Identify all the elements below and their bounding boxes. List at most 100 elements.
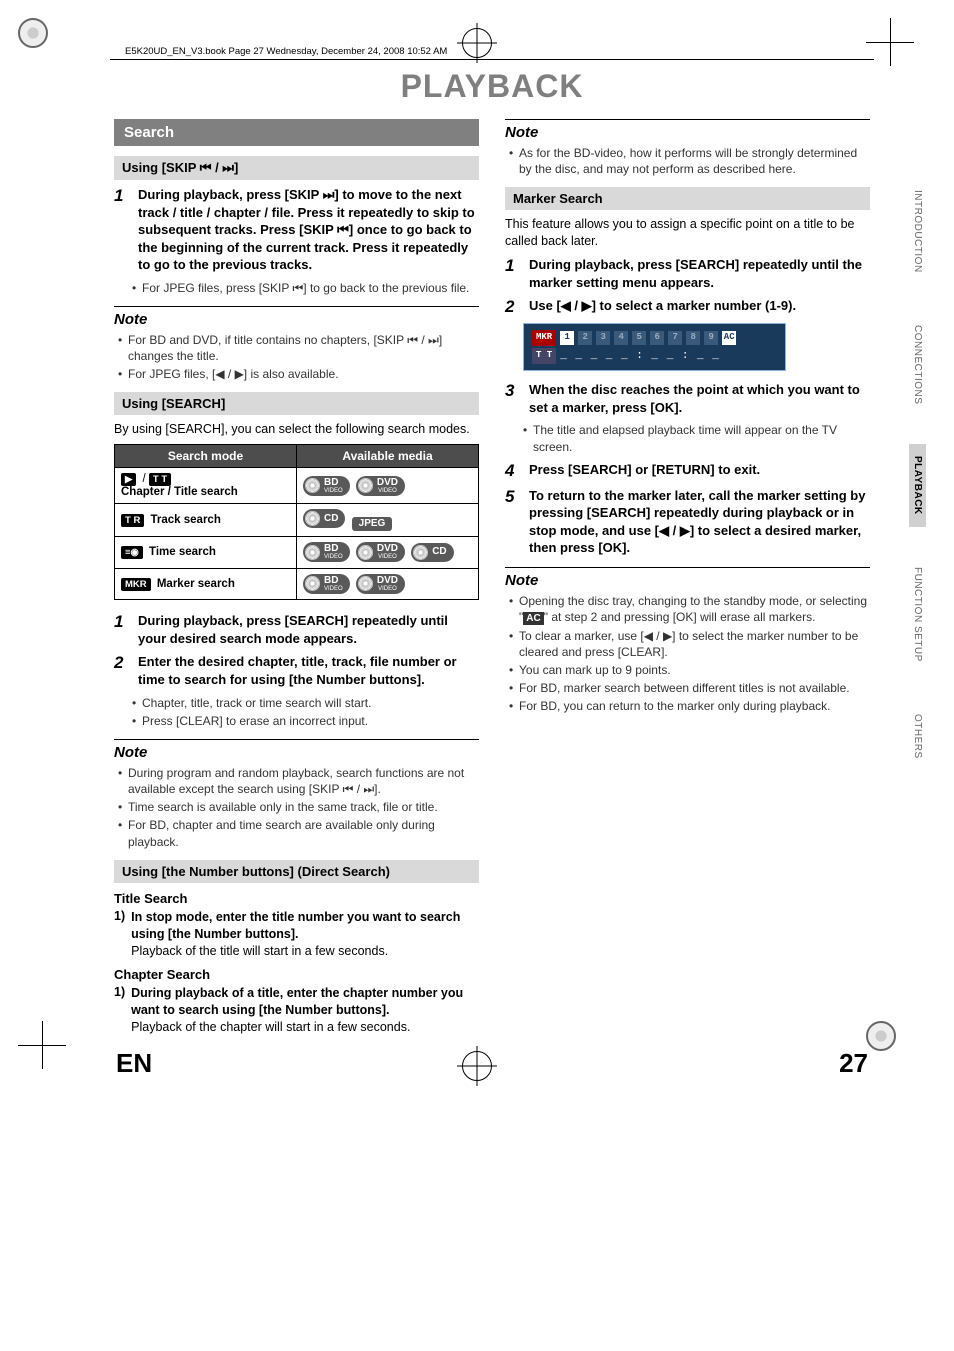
marker-intro: This feature allows you to assign a spec… — [505, 216, 870, 250]
marker-slot: 6 — [650, 331, 664, 345]
skip-step-1: During playback, press [SKIP ⏭] to move … — [138, 186, 479, 274]
step-number: 1 — [114, 186, 132, 274]
crop-circle-br — [866, 1021, 896, 1051]
marker-step-2: Use [◀ / ▶] to select a marker number (1… — [529, 297, 870, 317]
table-row: T R Track search CD JPEG — [115, 504, 479, 537]
mode-icon-play: ▶ — [121, 473, 136, 486]
row3-name: Time search — [149, 546, 216, 558]
row4-name: Marker search — [157, 578, 235, 590]
right-note1-b1: As for the BD-video, how it performs wil… — [509, 145, 870, 177]
note2-bullet-2: Time search is available only in the sam… — [118, 799, 479, 815]
search-step2-b2: Press [CLEAR] to erase an incorrect inpu… — [132, 713, 479, 729]
item-number: 1) — [114, 985, 125, 1036]
registration-bottom — [462, 1051, 492, 1081]
marker-slot-1: 1 — [560, 331, 574, 345]
footer-page-number: 27 — [839, 1048, 868, 1079]
chapter-search-heading: Chapter Search — [114, 967, 479, 982]
mkr-tag: MKR — [532, 330, 556, 346]
marker-slot: 9 — [704, 331, 718, 345]
search-step-2: Enter the desired chapter, title, track,… — [138, 653, 479, 688]
mode-label-tr: T R — [121, 514, 144, 527]
item-number: 1) — [114, 909, 125, 960]
mode-icon-time: ≡◉ — [121, 546, 143, 559]
mode-label-tt: T T — [149, 473, 171, 486]
tab-connections[interactable]: CONNECTIONS — [909, 313, 926, 416]
tab-others[interactable]: OTHERS — [909, 702, 926, 771]
subhead-using-number: Using [the Number buttons] (Direct Searc… — [114, 860, 479, 883]
step-number: 3 — [505, 381, 523, 416]
step-number: 4 — [505, 461, 523, 481]
right-note2-b5: For BD, you can return to the marker onl… — [509, 698, 870, 714]
marker-slot: 4 — [614, 331, 628, 345]
tab-playback[interactable]: PLAYBACK — [909, 444, 926, 527]
subhead-using-search: Using [SEARCH] — [114, 392, 479, 415]
step-number: 1 — [505, 256, 523, 291]
note2-bullet-1: During program and random playback, sear… — [118, 765, 479, 797]
note1-bullet-2: For JPEG files, [◀ / ▶] is also availabl… — [118, 366, 479, 382]
row1-name: Chapter / Title search — [121, 486, 238, 498]
marker-step-3: When the disc reaches the point at which… — [529, 381, 870, 416]
step-number: 2 — [114, 653, 132, 688]
search-step2-b1: Chapter, title, track or time search wil… — [132, 695, 479, 711]
using-search-text: By using [SEARCH], you can select the fo… — [114, 421, 479, 438]
tab-function-setup[interactable]: FUNCTION SETUP — [909, 555, 926, 674]
badge-cd: CD — [411, 543, 453, 562]
right-note2-b3: You can mark up to 9 points. — [509, 662, 870, 678]
step-number: 2 — [505, 297, 523, 317]
skip-step1-bullet: For JPEG files, press [SKIP ⏮] to go bac… — [132, 280, 479, 296]
row2-name: Track search — [151, 514, 221, 526]
marker-step-4: Press [SEARCH] or [RETURN] to exit. — [529, 461, 870, 481]
search-step-1: During playback, press [SEARCH] repeated… — [138, 612, 479, 647]
right-note2-b4: For BD, marker search between different … — [509, 680, 870, 696]
note-heading-2: Note — [114, 739, 479, 761]
marker-step3-bullet: The title and elapsed playback time will… — [523, 422, 870, 454]
ac-badge: AC — [523, 612, 543, 625]
crop-circle-tl — [18, 18, 48, 48]
search-modes-table: Search mode Available media ▶ / T T Chap… — [114, 444, 479, 600]
note1-bullet-1: For BD and DVD, if title contains no cha… — [118, 332, 479, 364]
mode-label-mkr: MKR — [121, 578, 151, 591]
badge-jpeg: JPEG — [352, 517, 393, 531]
marker-slot: 7 — [668, 331, 682, 345]
note-heading-1: Note — [114, 306, 479, 328]
section-search: Search — [114, 119, 479, 146]
table-row: MKR Marker search BDVIDEO DVDVIDEO — [115, 568, 479, 600]
marker-osd-display: MKR 1 2 3 4 5 6 7 8 9 AC T T _ _ _ _ _ :… — [523, 323, 786, 371]
marker-slot-ac: AC — [722, 331, 736, 345]
marker-step-1: During playback, press [SEARCH] repeated… — [529, 256, 870, 291]
marker-step-5: To return to the marker later, call the … — [529, 487, 870, 557]
marker-slot: 3 — [596, 331, 610, 345]
badge-bd: BDVIDEO — [303, 574, 350, 594]
chapter-search-1: During playback of a title, enter the ch… — [131, 985, 479, 1036]
th-search-mode: Search mode — [115, 445, 297, 468]
marker-slot: 5 — [632, 331, 646, 345]
note2-bullet-3: For BD, chapter and time search are avai… — [118, 817, 479, 849]
note-heading-r1: Note — [505, 119, 870, 141]
right-note2-b1: Opening the disc tray, changing to the s… — [509, 593, 870, 626]
marker-time: _ _ _ _ _ : _ _ : _ _ — [560, 348, 720, 365]
title-search-1: In stop mode, enter the title number you… — [131, 909, 479, 960]
title-search-heading: Title Search — [114, 891, 479, 906]
note-heading-r2: Note — [505, 567, 870, 589]
subhead-using-skip: Using [SKIP ⏮ / ⏭] — [114, 156, 479, 180]
tt-tag: T T — [532, 348, 556, 364]
step-number: 5 — [505, 487, 523, 557]
page-title: PLAYBACK — [90, 68, 894, 105]
badge-bd: BDVIDEO — [303, 476, 350, 496]
crop-cross-bl — [18, 1021, 66, 1069]
table-row: ▶ / T T Chapter / Title search BDVIDEO D… — [115, 468, 479, 504]
page-meta: E5K20UD_EN_V3.book Page 27 Wednesday, De… — [125, 46, 447, 57]
step-number: 1 — [114, 612, 132, 647]
right-note2-b2: To clear a marker, use [◀ / ▶] to select… — [509, 628, 870, 660]
table-row: ≡◉ Time search BDVIDEO DVDVIDEO CD — [115, 537, 479, 569]
th-available-media: Available media — [297, 445, 479, 468]
subhead-marker-search: Marker Search — [505, 187, 870, 210]
badge-dvd: DVDVIDEO — [356, 476, 405, 496]
marker-slot: 8 — [686, 331, 700, 345]
badge-bd: BDVIDEO — [303, 542, 350, 562]
footer-lang: EN — [116, 1048, 152, 1079]
tab-introduction[interactable]: INTRODUCTION — [909, 178, 926, 285]
marker-slot: 2 — [578, 331, 592, 345]
badge-cd: CD — [303, 509, 345, 528]
badge-dvd: DVDVIDEO — [356, 574, 405, 594]
